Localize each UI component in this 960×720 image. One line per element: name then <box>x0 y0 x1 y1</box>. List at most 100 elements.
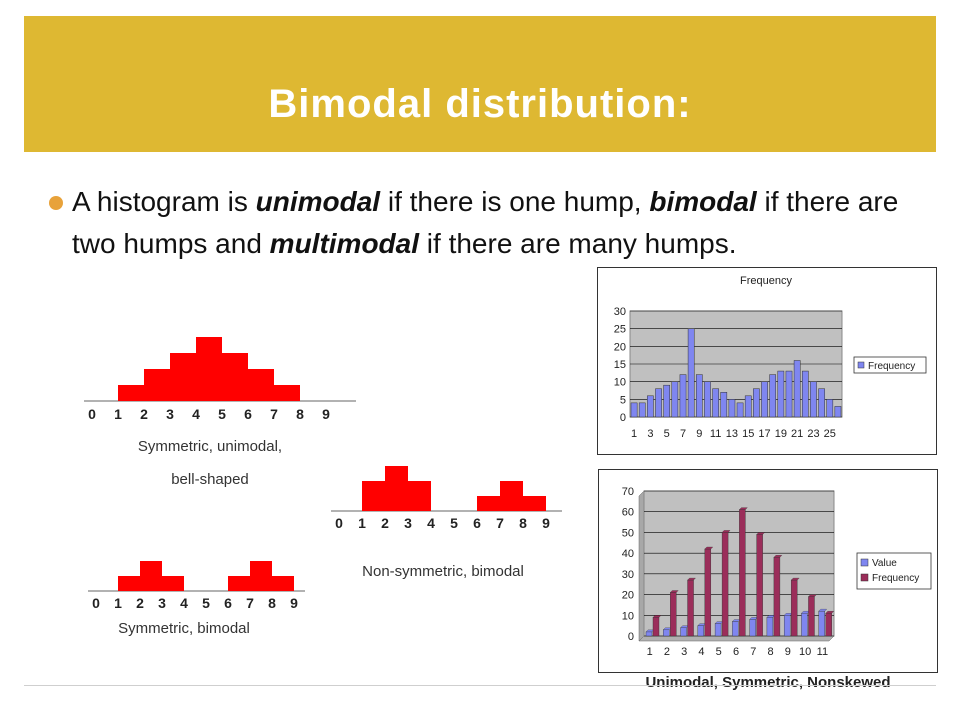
hist-tick-label: 4 <box>192 406 200 422</box>
bar <box>652 617 660 637</box>
bar-top <box>687 577 696 581</box>
bar <box>671 381 679 418</box>
hist-tick-label: 5 <box>202 595 210 611</box>
bar <box>679 374 687 418</box>
title-band: Bimodal distribution: <box>24 16 936 152</box>
bar <box>753 388 760 418</box>
hist-tick-label: 0 <box>88 406 96 422</box>
hist-bar <box>196 337 222 401</box>
bar <box>687 328 695 418</box>
hist-bar <box>118 576 140 591</box>
x-tick-label: 10 <box>799 646 811 658</box>
hist-tick-label: 7 <box>496 515 504 531</box>
legend-swatch <box>857 361 865 369</box>
hist-tick-label: 0 <box>92 595 100 611</box>
y-tick-label: 30 <box>622 569 634 581</box>
bar <box>773 557 781 637</box>
bar <box>647 395 654 418</box>
hist-tick-label: 1 <box>114 406 122 422</box>
bar <box>663 384 671 418</box>
hist-tick-label: 6 <box>244 406 252 422</box>
bar <box>766 617 774 637</box>
bar <box>680 627 687 637</box>
hist-tick-label: 5 <box>218 406 226 422</box>
bar <box>728 399 736 418</box>
hist-tick-label: 9 <box>290 595 298 611</box>
bottom-divider <box>24 685 936 686</box>
bar <box>790 579 798 637</box>
bar <box>810 381 817 418</box>
bar <box>712 388 719 418</box>
bar <box>695 374 703 418</box>
y-tick-label: 20 <box>614 341 626 353</box>
bar-top <box>704 546 714 550</box>
histogram-symmetric-bimodal: 0 1 2 3 4 5 6 7 8 9 Symmetric, bimodal <box>88 561 305 637</box>
hist-tick-label: 9 <box>322 406 330 422</box>
hist-tick-label: 3 <box>158 595 166 611</box>
hist-bar <box>228 576 250 591</box>
y-tick-label: 60 <box>622 507 634 519</box>
hist-bar <box>500 481 523 511</box>
hist-tick-label: 2 <box>381 515 389 531</box>
x-tick-label: 23 <box>807 428 819 440</box>
bar <box>783 615 791 637</box>
x-tick-label: 1 <box>647 646 653 658</box>
x-tick-label: 3 <box>681 646 687 658</box>
legend-swatch <box>860 573 869 582</box>
bar <box>670 592 677 637</box>
hist-tick-label: 6 <box>224 595 232 611</box>
hist-tick-label: 8 <box>519 515 527 531</box>
histogram-symmetric-unimodal: 0 1 2 3 4 5 6 7 8 9 Symmetric, unimodal, bell-shape… <box>84 337 356 488</box>
hist-caption: Symmetric, bimodal <box>118 620 250 637</box>
hist-caption: Symmetric, unimodal, <box>138 438 282 455</box>
hist-tick-label: 8 <box>268 595 276 611</box>
value-frequency-chart-panel: 0 10 20 30 40 50 60 70 1 2 3 4 5 6 7 8 9 10 11 Value Frequen… <box>598 469 938 673</box>
bar <box>834 406 842 418</box>
bar-top <box>739 507 748 510</box>
legend-box <box>856 552 932 590</box>
legend-label: Value <box>872 558 897 569</box>
x-tick-label: 11 <box>710 428 721 440</box>
bar <box>704 381 711 418</box>
bullet-text: A histogram is unimodal if there is one … <box>72 181 922 265</box>
bullet-text-2: if there is one hump, <box>380 186 650 217</box>
hist-caption: Non-symmetric, bimodal <box>362 563 524 580</box>
slide-title: Bimodal distribution: <box>268 82 692 126</box>
bullet-marker <box>49 196 63 210</box>
hist-bar <box>408 481 431 511</box>
hist-tick-label: 7 <box>270 406 278 422</box>
bar <box>687 579 694 637</box>
legend-label: Frequency <box>872 573 919 584</box>
hist-bar <box>477 496 500 511</box>
x-tick-label: 7 <box>750 646 756 658</box>
y-tick-label: 40 <box>622 548 634 560</box>
y-tick-label: 20 <box>622 590 634 602</box>
x-tick-label: 25 <box>824 428 836 440</box>
bar <box>630 402 638 418</box>
bar <box>655 388 662 418</box>
bar <box>756 534 763 637</box>
x-tick-label: 19 <box>775 428 787 440</box>
bar <box>761 381 768 418</box>
x-tick-label: 4 <box>698 646 704 658</box>
bar <box>739 509 746 637</box>
bar <box>714 623 722 637</box>
x-tick-label: 7 <box>680 428 686 440</box>
hist-bar <box>118 385 144 401</box>
hist-tick-label: 9 <box>542 515 550 531</box>
x-tick-label: 1 <box>631 428 637 440</box>
hist-bar <box>170 353 196 401</box>
x-tick-label: 13 <box>726 428 738 440</box>
x-tick-label: 5 <box>664 428 670 440</box>
bar <box>638 402 646 418</box>
hist-bar <box>272 576 294 591</box>
bar <box>801 613 808 637</box>
y-tick-label: 10 <box>614 377 626 389</box>
hist-bar <box>140 561 162 591</box>
bar <box>769 374 777 418</box>
hist-tick-label: 3 <box>404 515 412 531</box>
x-tick-label: 3 <box>647 428 653 440</box>
hist-bar <box>162 576 184 591</box>
bar <box>721 532 729 637</box>
bar-top <box>773 555 783 558</box>
